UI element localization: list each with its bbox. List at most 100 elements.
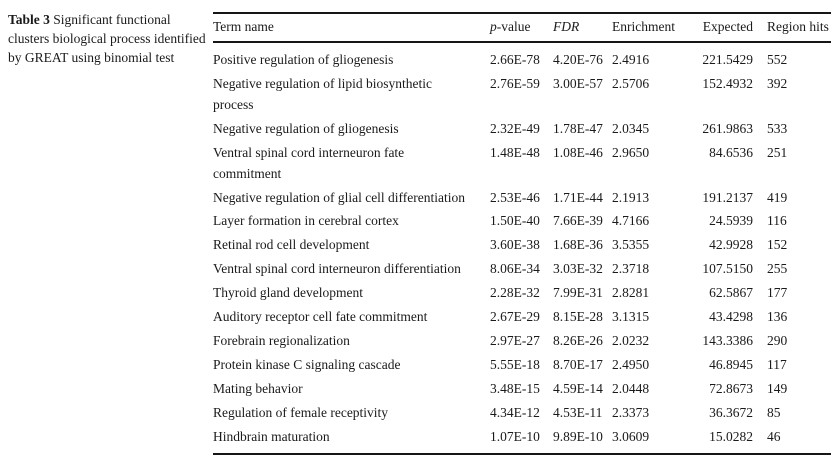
p-value-cell: 5.55E-18 [490,356,540,372]
table-row: Auditory receptor cell fate commitment 2.… [213,306,831,330]
results-table: Term name p-value FDR Enrichment Expecte… [213,12,831,455]
term-cell: Forebrain regionalization [213,333,350,349]
p-value-cell: 2.97E-27 [490,333,540,349]
enrichment-cell: 2.3373 [612,404,650,420]
fdr-cell: 1.08E-46 [553,144,603,160]
column-header-region-hits: Region hits [753,13,831,43]
table-row: Ventral spinal cord interneuron differen… [213,258,831,282]
enrichment-cell: 2.4950 [612,356,650,372]
table-row: Negative regulation of gliogenesis 2.32E-… [213,117,831,141]
p-value-cell: 2.53E-46 [490,189,540,205]
enrichment-cell: 2.1913 [612,189,650,205]
table-header-row: Term name p-value FDR Enrichment Expecte… [213,13,831,43]
fdr-cell: 7.66E-39 [553,213,603,229]
region-hits-cell: 419 [767,189,788,205]
table-row: Regulation of female receptivity 4.34E-12… [213,401,831,425]
region-hits-cell: 149 [767,380,788,396]
fdr-cell: 1.68E-36 [553,237,603,253]
term-cell: Negative regulation of glial cell differ… [213,189,466,205]
enrichment-cell: 4.7166 [612,213,650,229]
term-cell: Negative regulation of lipid biosyntheti… [213,75,432,112]
p-value-suffix: -value [496,19,531,34]
region-hits-cell: 255 [767,261,788,277]
fdr-cell: 3.03E-32 [553,261,603,277]
term-cell: Negative regulation of gliogenesis [213,120,399,136]
expected-cell: 221.5429 [702,52,753,67]
fdr-cell: 8.26E-26 [553,333,603,349]
table-caption-label: Table 3 [8,12,50,27]
enrichment-cell: 2.5706 [612,75,650,91]
table-header: Term name p-value FDR Enrichment Expecte… [213,13,831,43]
expected-cell: 62.5867 [709,285,753,301]
p-value-cell: 2.28E-32 [490,285,540,301]
table-row: Thyroid gland development 2.28E-32 7.99E-3… [213,282,831,306]
enrichment-cell: 2.9650 [612,144,650,160]
expected-cell: 107.5150 [702,261,753,277]
fdr-cell: 8.70E-17 [553,356,603,372]
region-hits-cell: 136 [767,309,788,325]
fdr-cell: 3.00E-57 [553,75,603,91]
table-row: Protein kinase C signaling cascade 5.55E-… [213,353,831,377]
p-value-cell: 8.06E-34 [490,261,540,277]
column-header-term-name: Term name [213,13,490,43]
p-value-cell: 4.34E-12 [490,404,540,420]
enrichment-cell: 3.5355 [612,237,650,253]
p-value-cell: 1.48E-48 [490,144,540,160]
region-hits-cell: 46 [767,428,781,444]
expected-cell: 72.8673 [709,380,753,396]
expected-cell: 42.9928 [709,237,753,253]
term-cell: Ventral spinal cord interneuron fate com… [213,144,405,181]
term-cell: Thyroid gland development [213,285,363,301]
table-row: Layer formation in cerebral cortex 1.50E-… [213,210,831,234]
fdr-cell: 1.71E-44 [553,189,603,205]
region-hits-cell: 251 [767,144,788,160]
p-value-cell: 1.50E-40 [490,213,540,229]
enrichment-cell: 3.0609 [612,428,650,444]
expected-cell: 43.4298 [709,309,753,325]
table-caption-text: Significant functional clusters biologic… [8,12,206,66]
expected-cell: 261.9863 [702,120,753,136]
term-cell: Auditory receptor cell fate commitment [213,309,428,325]
fdr-cell: 9.89E-10 [553,428,603,444]
region-hits-cell: 85 [767,404,781,420]
p-value-cell: 2.66E-78 [490,52,540,67]
table-row: Hindbrain maturation 1.07E-10 9.89E-10 3.06… [213,425,831,453]
table-row: Negative regulation of lipid biosyntheti… [213,72,831,117]
expected-cell: 24.5939 [709,213,753,229]
enrichment-cell: 2.0345 [612,120,650,136]
term-cell: Ventral spinal cord interneuron differen… [213,261,461,277]
table-row: Positive regulation of gliogenesis 2.66E-… [213,42,831,72]
column-header-expected: Expected [682,13,753,43]
table-row: Ventral spinal cord interneuron fate com… [213,141,831,186]
enrichment-cell: 2.0448 [612,380,650,396]
table-row: Retinal rod cell development 3.60E-38 1.68… [213,234,831,258]
table-row: Forebrain regionalization 2.97E-27 8.26E-2… [213,330,831,354]
column-header-fdr: FDR [553,13,612,43]
p-value-cell: 2.32E-49 [490,120,540,136]
term-cell: Regulation of female receptivity [213,404,389,420]
table-row: Negative regulation of glial cell differ… [213,186,831,210]
table-body: Positive regulation of gliogenesis 2.66E-… [213,42,831,454]
p-value-cell: 3.48E-15 [490,380,540,396]
term-cell: Mating behavior [213,380,303,396]
p-value-cell: 2.76E-59 [490,75,540,91]
fdr-cell: 8.15E-28 [553,309,603,325]
p-value-cell: 2.67E-29 [490,309,540,325]
enrichment-cell: 2.3718 [612,261,650,277]
region-hits-cell: 290 [767,333,788,349]
term-cell: Protein kinase C signaling cascade [213,356,401,372]
expected-cell: 84.6536 [709,144,753,160]
fdr-cell: 4.20E-76 [553,52,603,67]
enrichment-cell: 3.1315 [612,309,650,325]
expected-cell: 191.2137 [702,189,753,205]
p-value-italic-p: p [490,19,497,34]
region-hits-cell: 392 [767,75,788,91]
expected-cell: 143.3386 [702,333,753,349]
expected-cell: 152.4932 [702,75,753,91]
expected-cell: 15.0282 [709,428,753,444]
fdr-cell: 4.53E-11 [553,404,603,420]
column-header-p-value: p-value [490,13,553,43]
table-caption: Table 3 Significant functional clusters … [8,10,206,67]
region-hits-cell: 117 [767,356,787,372]
fdr-cell: 4.59E-14 [553,380,603,396]
